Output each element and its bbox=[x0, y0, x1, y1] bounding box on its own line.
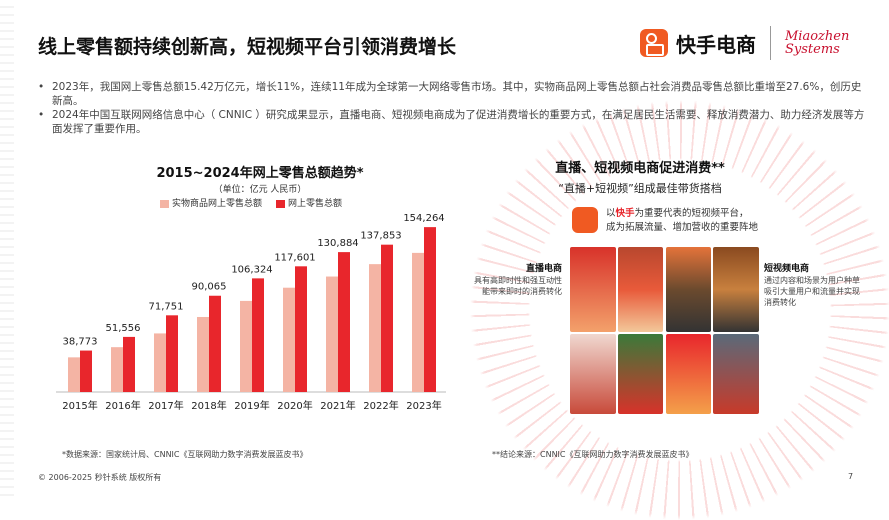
x-tick-label: 2023年 bbox=[406, 399, 441, 412]
bar-physical-goods bbox=[197, 316, 209, 392]
data-label: 38,773 bbox=[63, 337, 98, 348]
short-video-screenshot bbox=[666, 334, 711, 414]
data-label: 117,601 bbox=[274, 252, 315, 263]
divider bbox=[770, 26, 771, 60]
chart-title: 2015~2024年网上零售总额趋势* bbox=[156, 166, 364, 181]
x-tick-label: 2016年 bbox=[105, 399, 140, 412]
live-screenshot bbox=[570, 247, 616, 332]
x-tick-label: 2019年 bbox=[234, 399, 269, 412]
short-video-screenshot bbox=[713, 247, 759, 332]
short-video-screenshot bbox=[713, 334, 759, 414]
right-subtitle: “直播+短视频”组成最佳带货搭档 bbox=[558, 182, 722, 195]
bar-online-retail bbox=[209, 295, 221, 392]
brand-name: 快手电商 bbox=[676, 32, 756, 57]
bar-online-retail bbox=[80, 350, 92, 392]
bar-physical-goods bbox=[240, 300, 252, 392]
miaozhen-logo: Miaozhen Systems bbox=[785, 29, 850, 57]
bar-physical-goods bbox=[111, 347, 123, 392]
conclusion-source-note: **结论来源：CNNIC《互联网助力数字消费发展蓝皮书》 bbox=[492, 450, 694, 459]
legend-item: 网上零售总额 bbox=[276, 196, 342, 209]
x-tick-label: 2018年 bbox=[191, 399, 226, 412]
bar-online-retail bbox=[252, 278, 264, 392]
live-commerce-note: 直播电商 具有高即时性和强互动性 能带来即时的消费转化 bbox=[474, 264, 562, 296]
kuaishou-app-icon bbox=[572, 207, 598, 233]
x-tick-label: 2021年 bbox=[320, 399, 355, 412]
copyright: © 2006-2025 秒针系统 版权所有 bbox=[38, 473, 162, 482]
x-tick-label: 2020年 bbox=[277, 399, 312, 412]
bar-online-retail bbox=[338, 252, 350, 392]
bar-online-retail bbox=[123, 336, 135, 392]
right-title: 直播、短视频电商促进消费** bbox=[555, 161, 725, 176]
bullet-item: 2023年，我国网上零售总额15.42万亿元，增长11%，连续11年成为全球第一… bbox=[38, 80, 868, 108]
data-label: 106,324 bbox=[231, 264, 272, 275]
logo: 快手电商 Miaozhen Systems bbox=[640, 26, 849, 60]
bullet-list: 2023年，我国网上零售总额15.42万亿元，增长11%，连续11年成为全球第一… bbox=[38, 80, 868, 136]
data-label: 90,065 bbox=[192, 282, 227, 293]
chart-legend: 实物商品网上零售总额 网上零售总额 bbox=[160, 196, 342, 209]
data-label: 154,264 bbox=[403, 213, 444, 224]
data-source-note: *数据来源：国家统计局、CNNIC《互联网助力数字消费发展蓝皮书》 bbox=[62, 450, 308, 459]
bar-physical-goods bbox=[154, 333, 166, 392]
decorative-edge bbox=[0, 0, 14, 500]
chart-unit: （单位：亿元 人民币） bbox=[213, 185, 307, 195]
bar-online-retail bbox=[166, 315, 178, 392]
live-screenshot bbox=[570, 334, 616, 414]
x-tick-label: 2017年 bbox=[148, 399, 183, 412]
data-label: 137,853 bbox=[360, 231, 401, 242]
bar-online-retail bbox=[424, 227, 436, 392]
live-screenshot bbox=[618, 334, 663, 414]
data-label: 130,884 bbox=[317, 238, 358, 249]
bar-physical-goods bbox=[283, 287, 295, 392]
legend-item: 实物商品网上零售总额 bbox=[160, 196, 262, 209]
right-description: 以快手为重要代表的短视频平台， 成为拓展流量、增加营收的重要阵地 bbox=[606, 208, 759, 233]
page-title: 线上零售额持续创新高，短视频平台引领消费增长 bbox=[38, 36, 457, 58]
live-screenshot bbox=[618, 247, 663, 332]
bullet-item: 2024年中国互联网网络信息中心（ CNNIC ）研究成果显示，直播电商、短视频… bbox=[38, 108, 868, 136]
data-label: 51,556 bbox=[106, 323, 141, 334]
x-tick-label: 2015年 bbox=[62, 399, 97, 412]
data-label: 71,751 bbox=[149, 301, 184, 312]
bar-online-retail bbox=[295, 266, 307, 392]
bar-physical-goods bbox=[68, 357, 80, 392]
x-tick-label: 2022年 bbox=[363, 399, 398, 412]
bar-physical-goods bbox=[326, 276, 338, 392]
bar-physical-goods bbox=[369, 264, 381, 392]
short-video-note: 短视频电商 通过内容和场景为用户种草 吸引大量用户和流量并实现 消费转化 bbox=[764, 264, 860, 307]
bar-online-retail bbox=[381, 244, 393, 392]
page-number: 7 bbox=[848, 472, 854, 481]
bar-chart: 38,773 2015年 51,556 2016年 71,751 2017年 90,065 2… bbox=[56, 213, 446, 412]
kuaishou-logo-icon bbox=[640, 29, 668, 57]
bar-physical-goods bbox=[412, 252, 424, 392]
short-video-screenshot bbox=[666, 247, 711, 332]
